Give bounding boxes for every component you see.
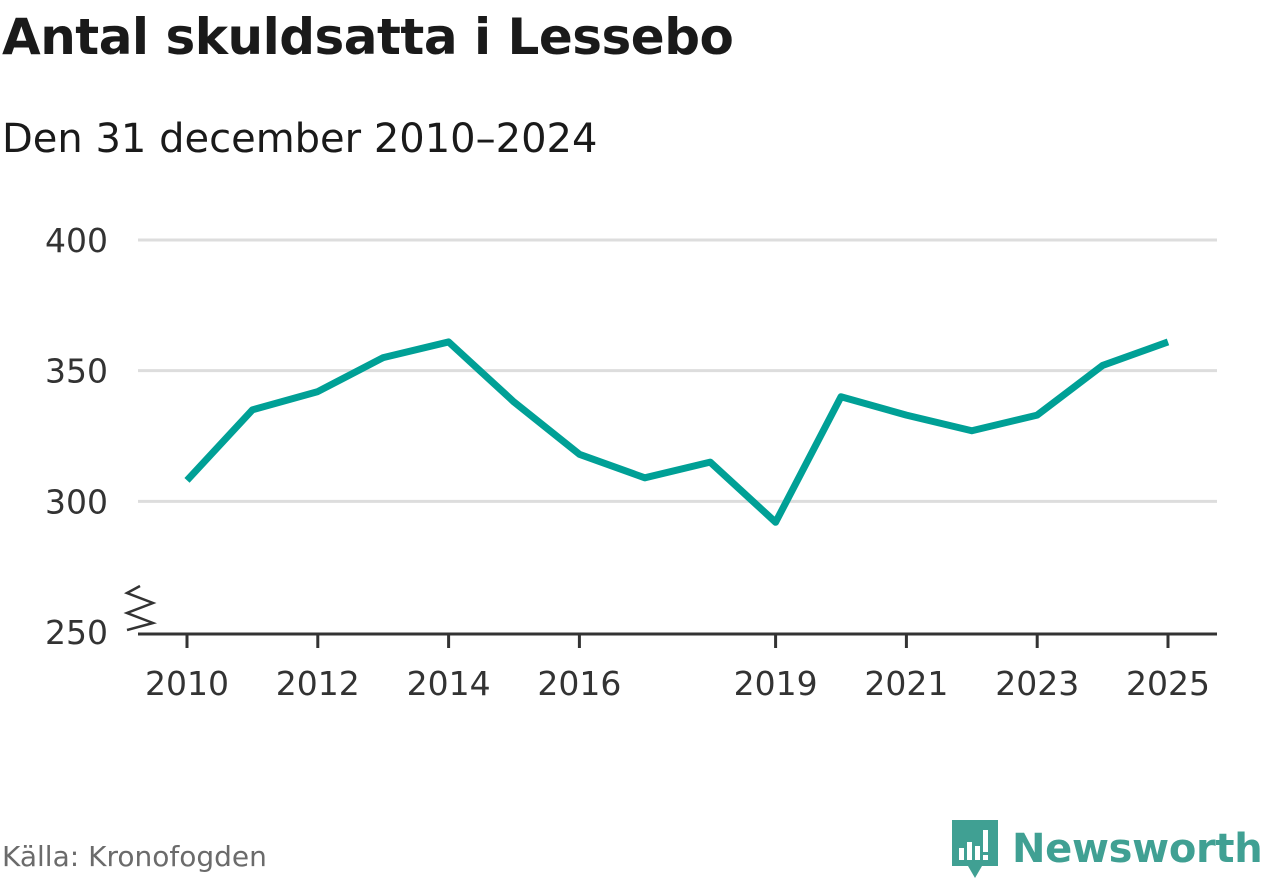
- x-tick-label-2014: 2014: [407, 664, 491, 703]
- x-tick-label-2021: 2021: [864, 664, 948, 703]
- chart-title: Antal skuldsatta i Lessebo: [2, 8, 734, 66]
- y-tick-label-300: 300: [45, 482, 108, 521]
- x-tick-label-2019: 2019: [734, 664, 818, 703]
- y-tick-label-400: 400: [45, 221, 108, 260]
- x-tick-label-2025: 2025: [1126, 664, 1210, 703]
- newsworthy-logo-icon: [952, 820, 998, 878]
- x-tick-label-2023: 2023: [995, 664, 1079, 703]
- chart-subtitle: Den 31 december 2010–2024: [2, 116, 598, 162]
- axis-break-icon: [123, 584, 158, 632]
- x-tick-label-2010: 2010: [145, 664, 229, 703]
- x-tick-label-2012: 2012: [276, 664, 360, 703]
- series-line-0: [184, 338, 1170, 526]
- source-note: Källa: Kronofogden: [2, 840, 267, 873]
- newsworthy-brand[interactable]: Newsworthy: [950, 818, 1262, 880]
- x-tick-label-2016: 2016: [537, 664, 621, 703]
- y-tick-label-250: 250: [45, 613, 108, 652]
- brand-name: Newsworthy: [1012, 826, 1262, 872]
- y-tick-label-350: 350: [45, 352, 108, 391]
